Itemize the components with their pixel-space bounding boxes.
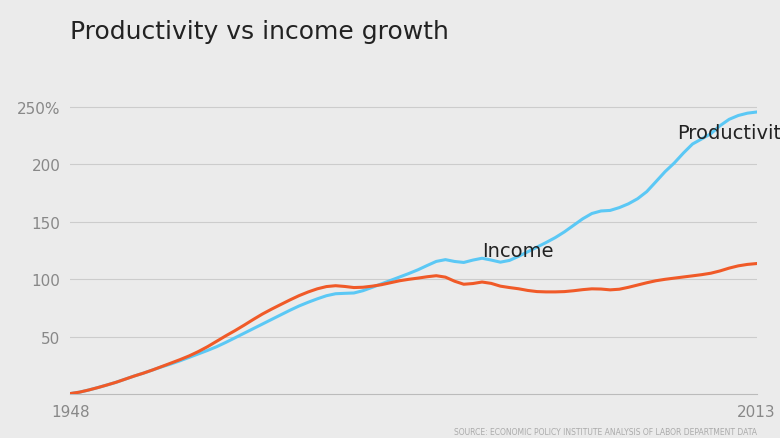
Text: Productivity: Productivity — [677, 124, 780, 142]
Text: Income: Income — [482, 241, 554, 261]
Text: Productivity vs income growth: Productivity vs income growth — [70, 20, 449, 44]
Text: SOURCE: ECONOMIC POLICY INSTITUTE ANALYSIS OF LABOR DEPARTMENT DATA: SOURCE: ECONOMIC POLICY INSTITUTE ANALYS… — [454, 427, 757, 436]
